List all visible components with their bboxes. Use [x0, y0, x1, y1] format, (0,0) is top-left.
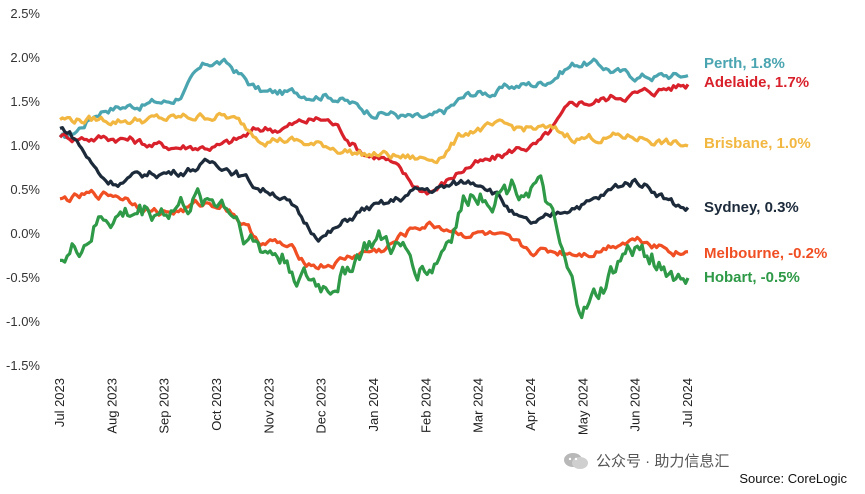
y-tick-label: 1.0% — [10, 138, 40, 153]
x-tick-label: Jan 2024 — [366, 378, 381, 432]
series-line-adelaide — [58, 83, 690, 196]
series-line-brisbane — [59, 111, 689, 165]
source-note: Source: CoreLogic — [739, 471, 847, 486]
series-label-brisbane: Brisbane, 1.0% — [704, 135, 811, 152]
y-tick-label: 0.5% — [10, 182, 40, 197]
y-tick-label: 1.5% — [10, 94, 40, 109]
y-tick-label: 0.0% — [10, 226, 40, 241]
x-tick-label: Dec 2023 — [314, 378, 329, 434]
x-tick-label: Jun 2024 — [628, 378, 643, 432]
y-tick-label: -1.0% — [6, 314, 40, 329]
watermark-text: 公众号 · 助力信息汇 — [596, 453, 730, 470]
x-tick-label: May 2024 — [575, 378, 590, 435]
series-label-perth: Perth, 1.8% — [704, 55, 785, 72]
x-tick-label: Feb 2024 — [418, 378, 433, 433]
x-tick-label: Mar 2024 — [471, 378, 486, 433]
x-axis: Jul 2023 Aug 2023 Sep 2023 Oct 2023 Nov 2023… — [52, 378, 695, 435]
x-tick-label: Jul 2024 — [680, 378, 695, 427]
series-label-hobart: Hobart, -0.5% — [704, 269, 800, 286]
watermark: 公众号 · 助力信息汇 — [562, 450, 729, 471]
y-tick-label: 2.5% — [10, 6, 40, 21]
x-tick-label: Oct 2023 — [209, 378, 224, 431]
y-tick-label: -1.5% — [6, 358, 40, 373]
x-tick-label: Jul 2023 — [52, 378, 67, 427]
wechat-icon — [564, 452, 588, 469]
x-tick-label: Apr 2024 — [523, 378, 538, 431]
series-label-adelaide: Adelaide, 1.7% — [704, 74, 809, 91]
series-line-melbourne — [59, 188, 689, 271]
y-tick-label: 2.0% — [10, 50, 40, 65]
series-label-sydney: Sydney, 0.3% — [704, 199, 799, 216]
series-label-melbourne: Melbourne, -0.2% — [704, 245, 827, 262]
x-tick-label: Aug 2023 — [104, 378, 119, 434]
series-line-sydney — [59, 125, 690, 243]
series-end-labels: Perth, 1.8% Adelaide, 1.7% Brisbane, 1.0% S… — [704, 55, 827, 286]
series-line-hobart — [60, 174, 690, 320]
y-axis: 2.5% 2.0% 1.5% 1.0% 0.5% 0.0% -0.5% -1.0% -1.5% — [6, 6, 40, 373]
y-tick-label: -0.5% — [6, 270, 40, 285]
x-tick-label: Nov 2023 — [261, 378, 276, 434]
x-tick-label: Sep 2023 — [157, 378, 172, 434]
series-line-perth — [58, 57, 689, 139]
series-lines — [58, 57, 690, 320]
